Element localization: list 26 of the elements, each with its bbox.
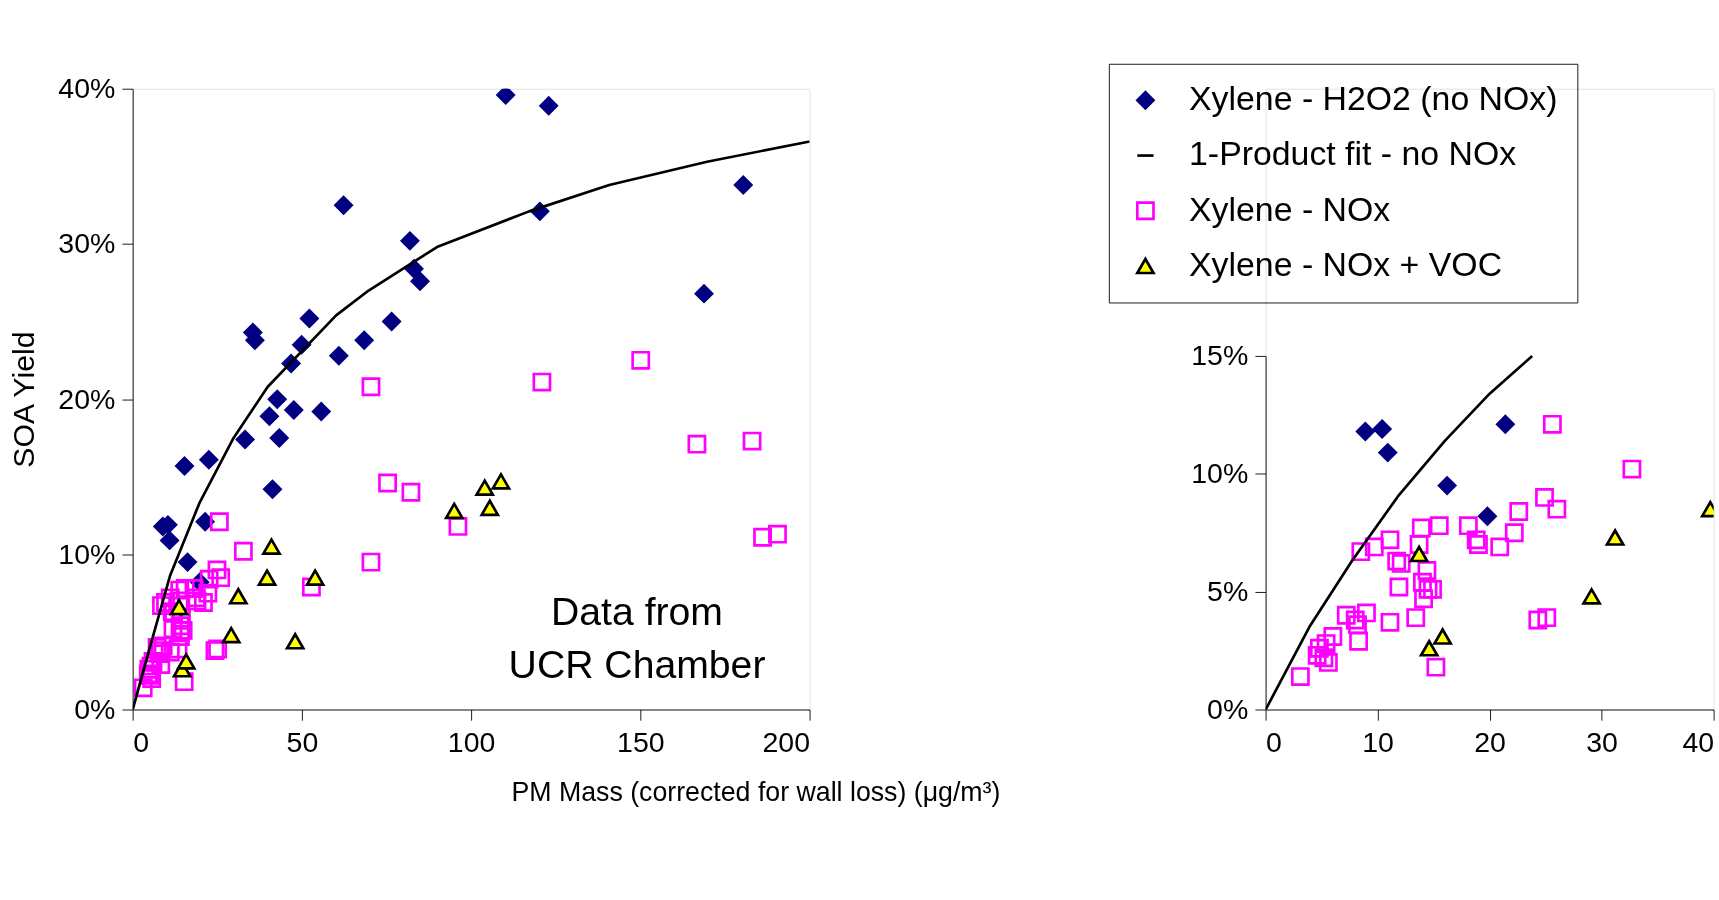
x-tick-label: 20 xyxy=(1474,725,1506,758)
y-tick-label: 0% xyxy=(74,692,116,725)
legend-label: Xylene - H2O2 (no NOx) xyxy=(1189,79,1558,118)
x-tick-label: 0 xyxy=(133,725,150,758)
y-tick-label: 0% xyxy=(1207,692,1249,725)
x-tick-label: 10 xyxy=(1362,725,1394,758)
x-tick-label: 40 xyxy=(1682,725,1715,758)
legend-label: Xylene - NOx + VOC xyxy=(1189,244,1503,283)
x-tick-label: 150 xyxy=(617,725,665,758)
x-tick-label: 50 xyxy=(286,725,319,758)
y-tick-label: 10% xyxy=(1191,457,1249,490)
x-tick-label: 30 xyxy=(1586,725,1618,758)
x-axis-title: PM Mass (corrected for wall loss) (μg/m³) xyxy=(511,776,1001,807)
annotation: Data from UCR Chamber xyxy=(508,589,766,687)
x-tick-label: 100 xyxy=(447,725,496,758)
y-tick-label: 15% xyxy=(1191,339,1249,372)
x-tick-label: 0 xyxy=(1266,725,1282,758)
y-tick-label: 20% xyxy=(58,382,116,415)
legend-label: 1-Product fit - no NOx xyxy=(1189,134,1517,173)
x-tick-label: 200 xyxy=(762,725,811,758)
y-tick-label: 40% xyxy=(58,72,116,105)
legend-label: Xylene - NOx xyxy=(1189,189,1391,228)
y-tick-label: 5% xyxy=(1207,575,1249,608)
y-tick-label: 10% xyxy=(58,537,116,570)
y-axis-title: SOA Yield xyxy=(7,331,41,468)
y-tick-label: 30% xyxy=(58,227,116,260)
